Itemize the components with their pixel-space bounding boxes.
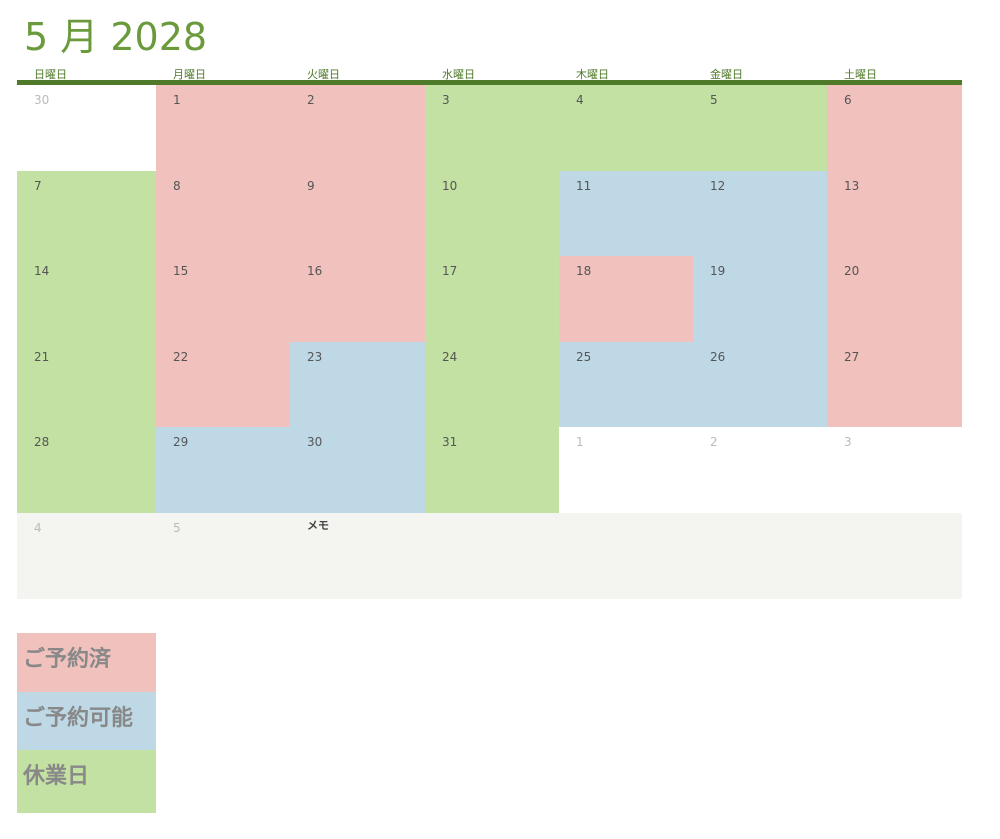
weekday: 月曜日: [173, 68, 206, 81]
day-cell: 21: [17, 341, 156, 428]
day-cell: 11: [559, 170, 693, 257]
weekday: 日曜日: [34, 68, 67, 81]
weekday: 土曜日: [844, 68, 877, 81]
day-cell: 3: [425, 85, 559, 171]
day-cell: 31: [425, 427, 559, 513]
day-cell: 4: [17, 512, 156, 599]
day-cell: 25: [559, 341, 693, 428]
legend-item: ご予約可能: [17, 692, 156, 750]
day-cell: 2: [693, 427, 827, 513]
day-cell: 5: [156, 512, 290, 599]
legend-item: 休業日: [17, 750, 156, 813]
day-cell: 24: [425, 341, 559, 428]
day-cell: 27: [827, 341, 962, 428]
header-rule: [17, 80, 962, 85]
day-cell: 3: [827, 427, 962, 513]
weekday: 水曜日: [442, 68, 475, 81]
weekday: 火曜日: [307, 68, 340, 81]
day-cell: 18: [559, 256, 693, 342]
day-cell: 7: [17, 170, 156, 257]
weekday: 木曜日: [576, 68, 609, 81]
day-cell: 29: [156, 427, 290, 513]
memo-label: メモ: [307, 518, 329, 532]
day-cell: 17: [425, 256, 559, 342]
day-cell: 28: [17, 427, 156, 513]
weekday: 金曜日: [710, 68, 743, 81]
day-cell: 1: [156, 85, 290, 171]
day-cell: 5: [693, 85, 827, 171]
day-cell: 9: [290, 170, 425, 257]
day-cell: 6: [827, 85, 962, 171]
day-cell: 23: [290, 341, 425, 428]
title: 5 月 2028: [24, 15, 208, 59]
legend-item: ご予約済: [17, 633, 156, 692]
day-cell: 26: [693, 341, 827, 428]
day-cell: 22: [156, 341, 290, 428]
day-cell: 20: [827, 256, 962, 342]
day-cell: 16: [290, 256, 425, 342]
day-cell: 4: [559, 85, 693, 171]
day-cell: 1: [559, 427, 693, 513]
day-cell: 14: [17, 256, 156, 342]
day-cell: 30: [17, 85, 156, 171]
day-cell: 10: [425, 170, 559, 257]
day-cell: 13: [827, 170, 962, 257]
day-cell: 12: [693, 170, 827, 257]
day-cell: 15: [156, 256, 290, 342]
day-cell: 30: [290, 427, 425, 513]
day-cell: 8: [156, 170, 290, 257]
day-cell: 2: [290, 85, 425, 171]
day-cell: 19: [693, 256, 827, 342]
